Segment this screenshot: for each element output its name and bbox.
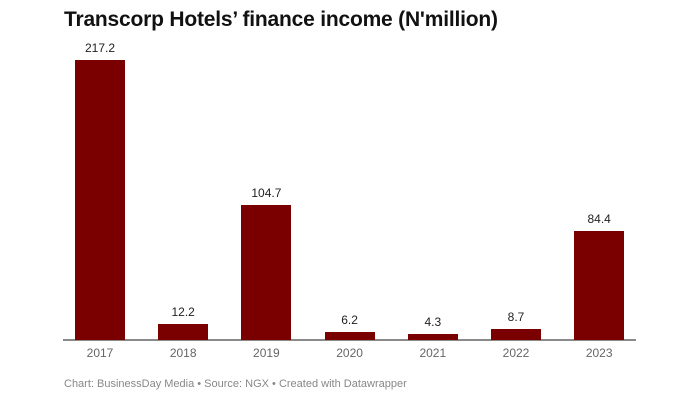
- bar-2023: [574, 231, 625, 340]
- x-tick-label-2020: 2020: [336, 346, 363, 360]
- value-label-2019: 104.7: [251, 186, 282, 200]
- x-tick-label-2018: 2018: [169, 346, 197, 360]
- value-label-2020: 6.2: [341, 313, 358, 327]
- value-label-2017: 217.2: [84, 41, 116, 55]
- bar-2017: [75, 60, 125, 340]
- chart-footer-credits: Chart: BusinessDay Media • Source: NGX •…: [64, 378, 407, 390]
- bar-2020: [324, 332, 375, 340]
- value-label-2023: 84.4: [587, 212, 611, 226]
- value-label-2022: 8.7: [507, 310, 525, 324]
- x-tick-label-2017: 2017: [86, 346, 114, 360]
- x-tick-label-2022: 2022: [502, 346, 530, 360]
- value-label-2018: 12.2: [171, 305, 195, 319]
- bar-2019: [241, 205, 292, 340]
- x-tick-label-2019: 2019: [253, 346, 280, 360]
- bar-2018: [158, 324, 209, 340]
- chart-title: Transcorp Hotels’ finance income (N'mill…: [64, 8, 498, 31]
- bar-2021: [407, 334, 458, 340]
- x-tick-label-2021: 2021: [419, 346, 447, 360]
- x-tick-label-2023: 2023: [585, 346, 613, 360]
- value-label-2021: 4.3: [424, 315, 442, 329]
- x-axis-baseline: [63, 339, 636, 341]
- bar-2022: [491, 329, 541, 340]
